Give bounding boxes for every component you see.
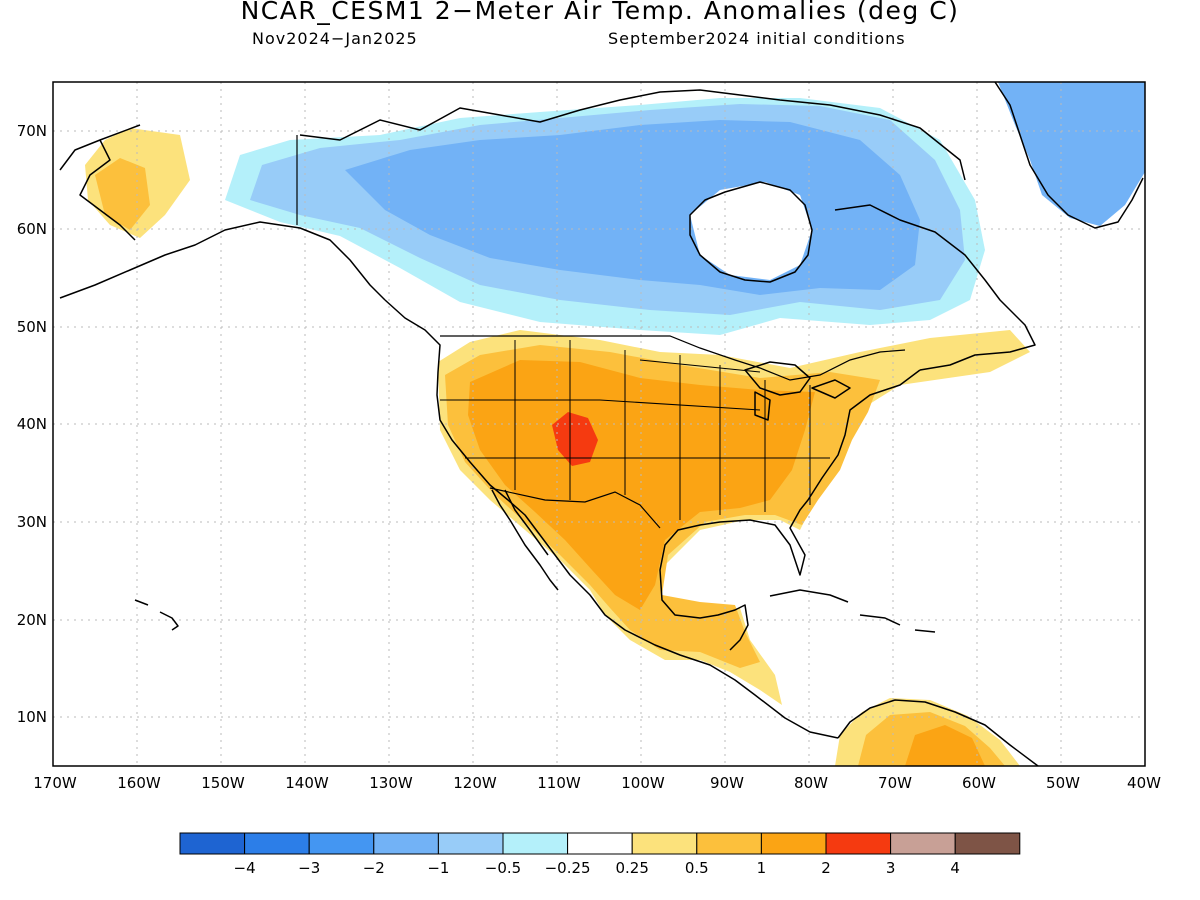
lon-label: 90W xyxy=(710,774,744,792)
hudson-bay-coastline xyxy=(689,181,813,283)
lon-label: 120W xyxy=(453,774,497,792)
lon-label: 160W xyxy=(117,774,161,792)
lon-label: 60W xyxy=(962,774,996,792)
colorbar-swatches xyxy=(179,832,1021,855)
coastlines xyxy=(59,82,1144,766)
colorbar-swatch xyxy=(631,832,698,855)
colorbar-swatch xyxy=(954,832,1021,855)
graticule xyxy=(53,82,1145,766)
us-warm-core xyxy=(468,360,815,610)
colorbar-swatch xyxy=(567,832,633,855)
lon-label: 80W xyxy=(794,774,828,792)
west-coast-coastline xyxy=(384,299,839,739)
colorbar-label: −0.5 xyxy=(485,859,521,877)
colorbar-label: 4 xyxy=(950,859,960,877)
colorbar-label: −1 xyxy=(427,859,449,877)
lat-label: 30N xyxy=(17,513,47,531)
gulf-coast-coastline xyxy=(659,369,921,651)
latitude-labels: 70N 60N 50N 40N 30N 20N 10N xyxy=(17,122,47,726)
lat-label: 20N xyxy=(17,611,47,629)
south-america-coastline xyxy=(837,699,1039,766)
colorbar-label: 0.5 xyxy=(685,859,709,877)
hudson-bay-neutral xyxy=(690,182,812,280)
lat-label: 10N xyxy=(17,708,47,726)
labrador-coastline xyxy=(834,204,1036,371)
lat-label: 60N xyxy=(17,220,47,238)
baja-california-coastline xyxy=(491,489,559,591)
alaska-coastline xyxy=(59,124,386,301)
colorbar-label: −0.25 xyxy=(545,859,591,877)
colorbar-label: 3 xyxy=(886,859,896,877)
lon-label: 100W xyxy=(621,774,665,792)
lat-label: 40N xyxy=(17,415,47,433)
map-title: NCAR_CESM1 2−Meter Air Temp. Anomalies (… xyxy=(240,0,960,25)
lon-label: 170W xyxy=(33,774,77,792)
colorbar: −4 −3 −2 −1 −0.5 −0.25 0.25 0.5 1 2 3 4 xyxy=(179,832,1021,877)
colorbar-swatch xyxy=(373,832,439,855)
colorbar-swatch xyxy=(437,832,504,855)
initial-conditions: September2024 initial conditions xyxy=(608,29,906,48)
caribbean-islands xyxy=(769,589,936,633)
colorbar-swatch xyxy=(502,832,569,855)
colorbar-labels: −4 −3 −2 −1 −0.5 −0.25 0.25 0.5 1 2 3 4 xyxy=(234,859,960,877)
lon-label: 40W xyxy=(1127,774,1161,792)
lat-label: 50N xyxy=(17,318,47,336)
lon-label: 150W xyxy=(201,774,245,792)
colorbar-swatch xyxy=(825,832,892,855)
colorbar-label: 2 xyxy=(821,859,831,877)
colorbar-label: 0.25 xyxy=(615,859,648,877)
lon-label: 140W xyxy=(285,774,329,792)
greenland-coastline xyxy=(994,82,1144,229)
lat-label: 70N xyxy=(17,122,47,140)
colorbar-label: 1 xyxy=(757,859,767,877)
colorbar-label: −4 xyxy=(234,859,256,877)
map-frame xyxy=(52,81,1146,767)
colorbar-swatch xyxy=(179,832,246,855)
colorbar-swatch xyxy=(308,832,375,855)
greenland-cool-region xyxy=(998,82,1145,226)
south-america-warm-core xyxy=(905,725,985,766)
lon-label: 70W xyxy=(878,774,912,792)
forecast-period: Nov2024−Jan2025 xyxy=(252,29,418,48)
us-mexico-border xyxy=(489,487,661,529)
political-borders xyxy=(296,135,906,529)
anomaly-shading xyxy=(85,82,1145,766)
colorbar-swatch xyxy=(760,832,827,855)
longitude-labels: 170W 160W 150W 140W 130W 120W 110W 100W … xyxy=(33,774,1161,792)
colorbar-label: −3 xyxy=(298,859,320,877)
state-border xyxy=(639,359,761,373)
colorbar-swatch xyxy=(696,832,762,855)
lon-label: 50W xyxy=(1046,774,1080,792)
us-canada-border xyxy=(440,335,906,381)
colorbar-swatch xyxy=(890,832,956,855)
lon-label: 110W xyxy=(537,774,581,792)
colorbar-label: −2 xyxy=(363,859,385,877)
hawaii-islands xyxy=(134,599,179,631)
map-plot-area xyxy=(53,82,1145,766)
colorbar-swatch xyxy=(244,832,310,855)
canada-arctic-coastline xyxy=(299,89,966,181)
lon-label: 130W xyxy=(369,774,413,792)
colorado-hot-spot xyxy=(552,412,598,466)
alaska-warm-core xyxy=(95,158,150,230)
us-state-borders xyxy=(440,340,830,520)
